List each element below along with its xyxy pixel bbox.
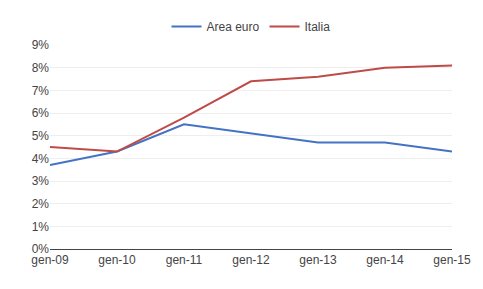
svg-text:gen-13: gen-13: [299, 253, 337, 267]
svg-text:Area euro: Area euro: [207, 20, 260, 34]
svg-text:7%: 7%: [32, 84, 50, 98]
svg-text:2%: 2%: [32, 197, 50, 211]
svg-text:0%: 0%: [32, 242, 50, 256]
svg-text:gen-15: gen-15: [433, 253, 471, 267]
svg-text:5%: 5%: [32, 129, 50, 143]
svg-text:3%: 3%: [32, 174, 50, 188]
svg-text:4%: 4%: [32, 152, 50, 166]
svg-text:gen-10: gen-10: [98, 253, 136, 267]
svg-text:gen-09: gen-09: [31, 253, 69, 267]
svg-text:gen-11: gen-11: [166, 253, 203, 267]
svg-text:6%: 6%: [32, 106, 50, 120]
svg-text:9%: 9%: [32, 38, 50, 52]
svg-text:gen-14: gen-14: [366, 253, 404, 267]
svg-text:8%: 8%: [32, 61, 50, 75]
svg-text:gen-12: gen-12: [232, 253, 270, 267]
svg-text:1%: 1%: [32, 220, 50, 234]
svg-text:Italia: Italia: [305, 20, 331, 34]
